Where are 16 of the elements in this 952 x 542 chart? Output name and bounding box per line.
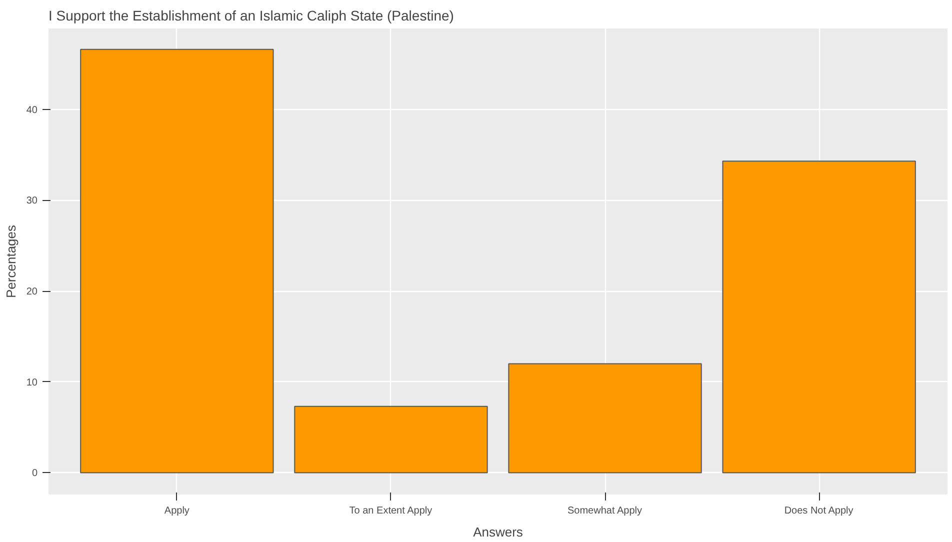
x-axis-title: Answers xyxy=(473,524,524,540)
bar xyxy=(294,406,488,474)
y-axis-title: Percentages xyxy=(3,224,18,298)
x-tick-label: Apply xyxy=(164,506,190,516)
bar xyxy=(722,160,916,474)
x-tick-label: To an Extent Apply xyxy=(349,506,432,516)
y-tick-label: 0 xyxy=(32,468,38,480)
chart-title: I Support the Establishment of an Islamic Caliph State (Palestine) xyxy=(48,8,454,24)
bar xyxy=(508,363,702,474)
bar xyxy=(80,48,274,474)
y-tick-label: 10 xyxy=(26,377,38,388)
x-tick-label: Somewhat Apply xyxy=(568,506,642,516)
y-tick-label: 40 xyxy=(26,104,38,116)
x-tick-label: Does Not Apply xyxy=(784,506,854,516)
y-tick-label: 20 xyxy=(26,286,38,298)
y-tick-label: 30 xyxy=(26,196,38,207)
